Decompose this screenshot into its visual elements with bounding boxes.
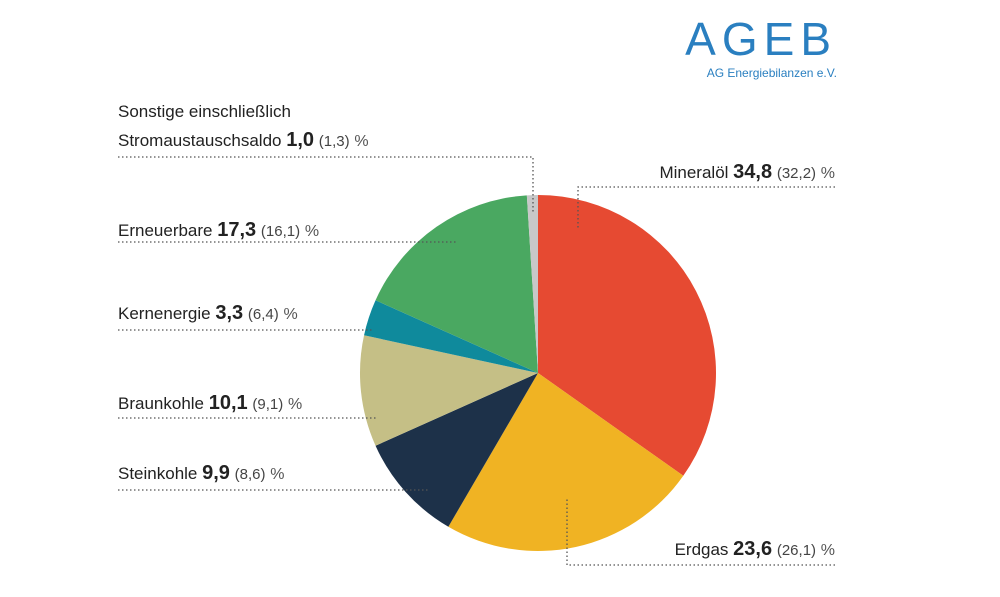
pie-slice <box>364 300 538 373</box>
category: Sonstige einschließlich Stromaustauschsa… <box>118 102 291 150</box>
previous-label: (1,3) <box>318 133 350 150</box>
category: Steinkohle <box>118 464 198 483</box>
previous-label: (9,1) <box>252 396 284 413</box>
leader-line <box>577 186 835 228</box>
slice-label: Erdgas 23,6 (26,1) % <box>675 535 835 565</box>
pie-slice <box>360 335 538 446</box>
category: Braunkohle <box>118 394 205 413</box>
unit: % <box>820 165 835 182</box>
unit: % <box>304 223 320 240</box>
slice-label: Kernenergie 3,3 (6,4) % <box>118 299 298 329</box>
category: Erdgas <box>674 540 729 559</box>
slice-label: Erneuerbare 17,3 (16,1) % <box>118 216 319 246</box>
value-label: 1,0 <box>286 129 315 151</box>
value-label: 10,1 <box>208 392 248 414</box>
slice-label: Mineralöl 34,8 (32,2) % <box>659 158 835 188</box>
unit: % <box>270 466 285 483</box>
previous-label: (32,2) <box>776 165 817 182</box>
previous-label: (16,1) <box>260 223 301 240</box>
pie-slice <box>526 195 538 373</box>
previous-label: (8,6) <box>234 466 266 483</box>
unit: % <box>820 542 835 559</box>
leader-line <box>118 156 534 212</box>
pie-slice <box>375 195 538 373</box>
value-label: 9,9 <box>202 462 230 484</box>
category: Mineralöl <box>659 163 729 182</box>
logo-subtitle: AG Energiebilanzen e.V. <box>706 66 837 80</box>
slice-label: Steinkohle 9,9 (8,6) % <box>118 459 284 489</box>
pie-slice <box>448 373 684 552</box>
value-label: 23,6 <box>733 538 773 560</box>
slice-label: Sonstige einschließlich Stromaustauschsa… <box>118 98 369 156</box>
pie-slice <box>538 195 717 476</box>
category: Kernenergie <box>118 304 211 323</box>
previous-label: (6,4) <box>247 306 279 323</box>
unit: % <box>354 133 369 150</box>
slice-label: Braunkohle 10,1 (9,1) % <box>118 389 302 419</box>
unit: % <box>288 396 303 413</box>
value-label: 17,3 <box>217 219 257 241</box>
previous-label: (26,1) <box>776 542 817 559</box>
unit: % <box>283 306 298 323</box>
leader-line <box>566 497 835 566</box>
value-label: 3,3 <box>215 302 244 324</box>
pie-slice <box>375 373 538 527</box>
category: Erneuerbare <box>118 221 213 240</box>
logo-title: AGEB <box>685 13 837 65</box>
value-label: 34,8 <box>733 161 773 183</box>
